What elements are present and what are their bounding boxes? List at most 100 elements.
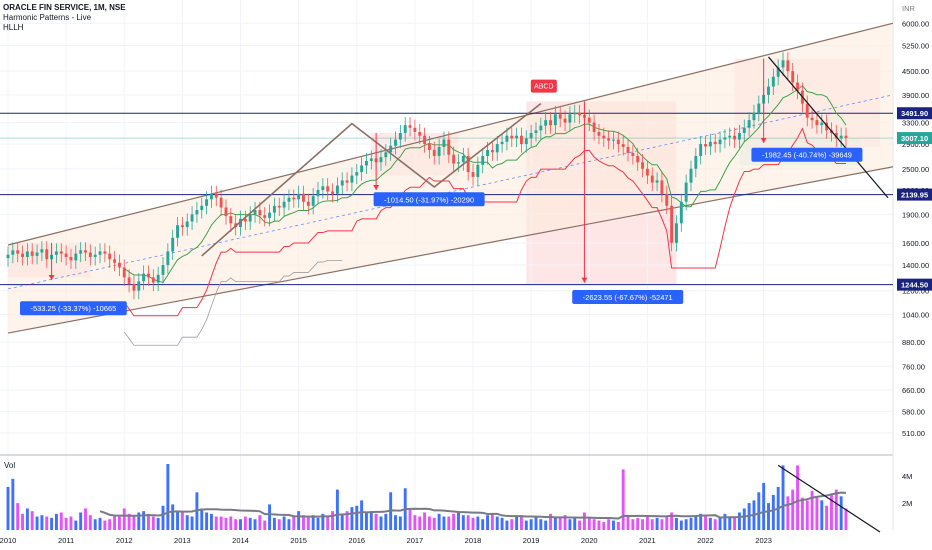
volume-bar: [209, 513, 213, 530]
volume-bar: [757, 492, 761, 530]
candle-body: [563, 118, 567, 123]
candle-body: [573, 112, 577, 115]
candle-body: [452, 154, 456, 164]
candle: [650, 167, 654, 192]
volume-bar: [626, 516, 630, 530]
volume-bar: [180, 512, 184, 530]
volume-bar: [534, 516, 538, 530]
candle: [79, 242, 83, 263]
candle-body: [302, 193, 305, 202]
candle: [587, 109, 591, 132]
candle: [195, 201, 199, 223]
candle: [302, 185, 305, 211]
candle-body: [59, 251, 63, 254]
candle: [340, 172, 344, 195]
candle-body: [747, 120, 751, 128]
candle: [379, 149, 383, 171]
candle-body: [510, 135, 514, 139]
volume-bar: [214, 516, 218, 530]
volume-bar: [108, 519, 112, 530]
candle: [796, 74, 800, 100]
candle-body: [30, 251, 34, 256]
measurement-label-bg: [572, 290, 684, 305]
candle-body: [6, 254, 10, 259]
candle: [394, 131, 397, 155]
volume-bar: [54, 513, 58, 530]
volume-bar: [161, 505, 165, 530]
volume-bar: [587, 517, 591, 530]
candle: [180, 217, 184, 236]
candle-body: [708, 141, 712, 147]
hllh-lines: [123, 84, 847, 346]
measurement-label-1: -1014.50 (-31.97%) -20290: [373, 192, 485, 207]
candle-body: [490, 149, 494, 153]
volume-bar: [379, 516, 383, 530]
candle-body: [597, 131, 601, 136]
measurement-label-0: -533.25 (-33.37%) -10665: [20, 301, 127, 316]
candle-body: [229, 216, 233, 224]
candle-body: [621, 144, 625, 147]
candle: [558, 106, 562, 128]
candle: [98, 243, 102, 264]
candle: [534, 122, 538, 142]
volume-bar: [679, 520, 683, 530]
volume-bar: [495, 516, 499, 530]
volume-bar: [447, 516, 451, 530]
candle: [510, 127, 514, 147]
candle-body: [205, 199, 209, 206]
year-label: 2022: [697, 536, 714, 545]
volume-bar: [442, 516, 446, 530]
volume-bar: [79, 512, 83, 530]
candle: [592, 114, 596, 141]
candle-body: [471, 172, 475, 177]
indicator-hllh-label: HLLH: [3, 23, 24, 32]
candle: [660, 172, 664, 203]
candle-body: [103, 251, 107, 254]
level-badge-1: 2139.95: [897, 188, 932, 201]
candle: [30, 243, 34, 265]
year-label: 2015: [290, 536, 307, 545]
candle-body: [520, 135, 523, 145]
year-label: 2019: [523, 536, 540, 545]
candle: [495, 135, 499, 161]
candle-body: [185, 221, 189, 228]
candle-body: [486, 149, 490, 156]
candle: [200, 197, 204, 219]
candle: [636, 147, 640, 171]
candle: [675, 215, 678, 252]
price-tick-label: 1600.00: [902, 239, 929, 248]
volume-bar: [466, 515, 470, 530]
volume-bar: [437, 513, 441, 530]
volume-bar: [457, 511, 460, 530]
volume-bar: [268, 504, 272, 530]
candle: [54, 243, 58, 264]
candle-body: [113, 259, 117, 263]
candle: [277, 197, 281, 217]
candle: [413, 119, 417, 141]
candle: [161, 256, 165, 284]
price-tick-label: 5250.00: [902, 41, 929, 50]
candle: [331, 183, 334, 203]
candle: [602, 127, 606, 147]
volume-bar: [93, 519, 97, 530]
year-label: 2010: [0, 536, 16, 545]
candle-body: [694, 155, 698, 169]
candle-body: [21, 253, 24, 257]
candle: [549, 112, 552, 134]
candle: [442, 131, 446, 156]
candle: [35, 244, 39, 265]
candle-body: [413, 127, 417, 132]
volume-bar: [689, 517, 693, 530]
volume-bar: [839, 496, 843, 530]
candle-body: [457, 162, 460, 164]
candle-body: [117, 262, 121, 268]
volume-bar: [229, 516, 233, 530]
candle: [185, 213, 189, 236]
price-tick-label: 6000.00: [902, 19, 929, 28]
volume-bar: [297, 511, 301, 530]
candle: [408, 117, 412, 137]
candle-body: [534, 130, 538, 134]
candle: [88, 244, 92, 266]
year-label: 2017: [407, 536, 424, 545]
